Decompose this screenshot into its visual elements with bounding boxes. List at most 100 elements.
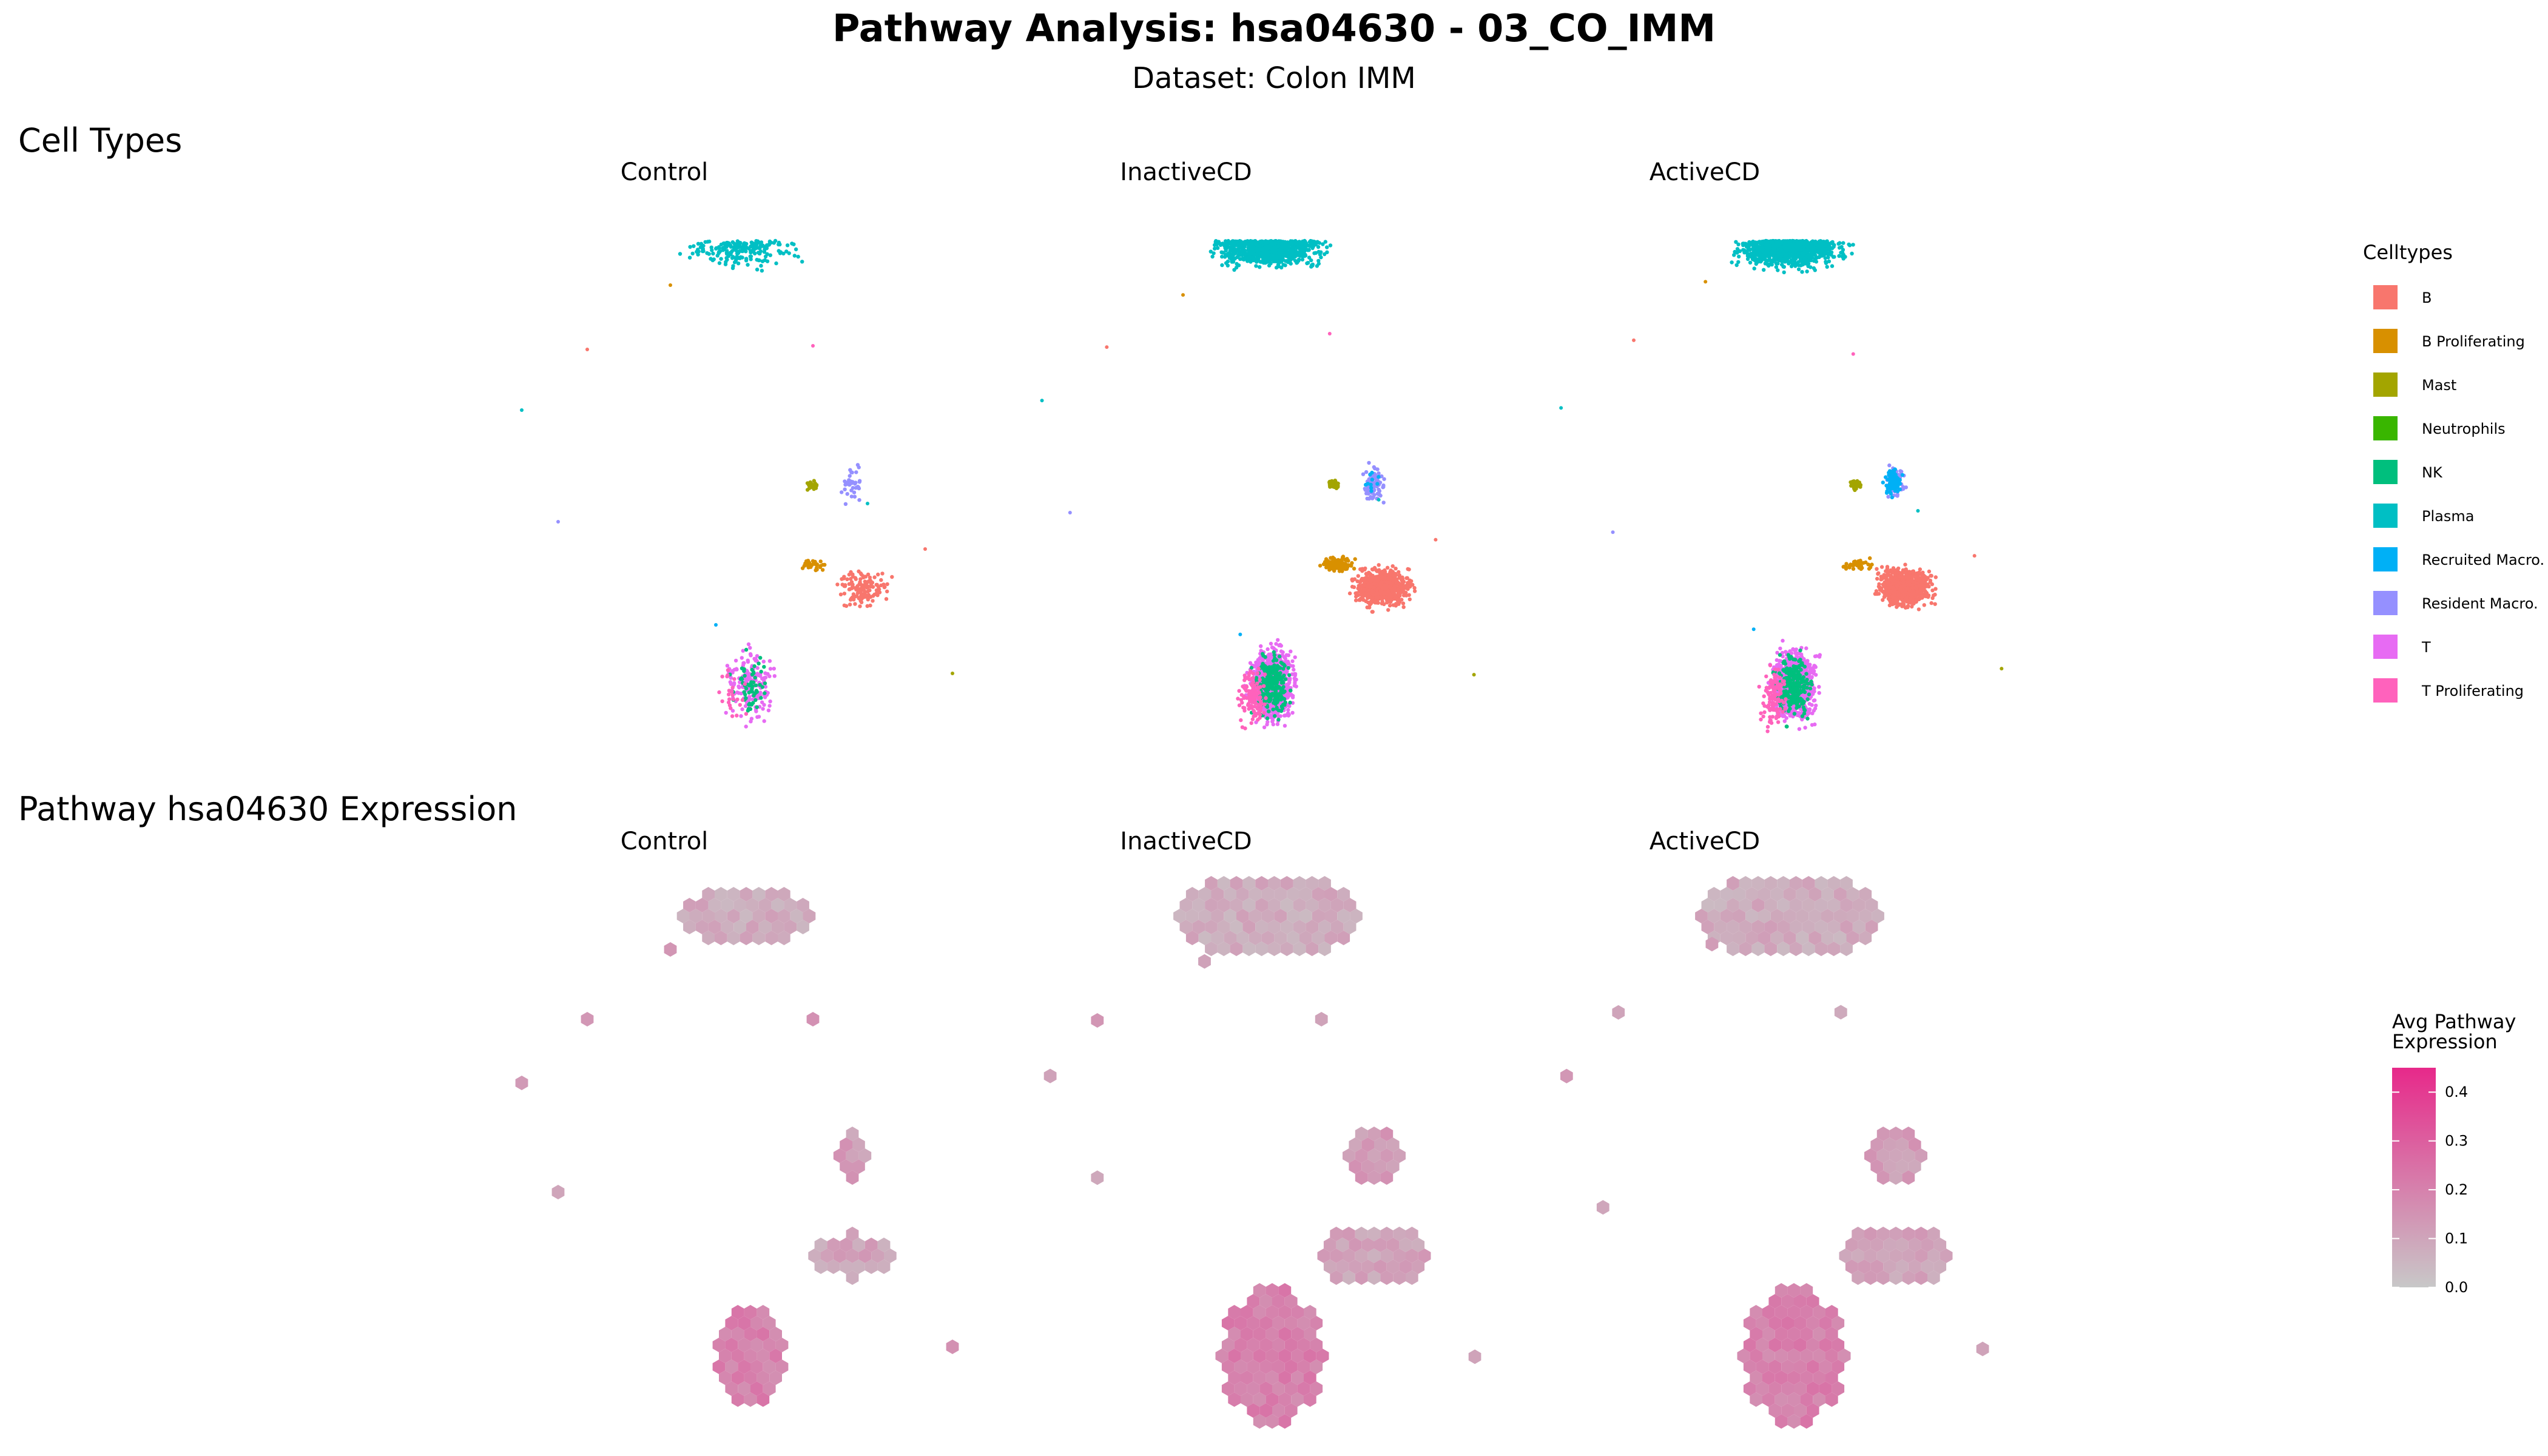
- cell-point: [1813, 268, 1817, 272]
- cell-point: [1275, 680, 1279, 685]
- cell-point: [751, 701, 755, 705]
- cell-point: [696, 241, 701, 246]
- cell-point: [1299, 251, 1303, 255]
- cell-point: [723, 244, 727, 249]
- cell-point: [763, 681, 767, 686]
- cell-point: [1901, 485, 1906, 489]
- cell-point: [1404, 593, 1409, 598]
- cell-point: [1246, 703, 1250, 707]
- cell-point: [868, 595, 873, 599]
- cell-point: [810, 483, 815, 487]
- cell-point: [1386, 590, 1390, 594]
- cell-point: [857, 569, 861, 573]
- cell-point: [844, 604, 849, 608]
- cell-point: [1307, 248, 1311, 252]
- cell-point: [1370, 610, 1374, 614]
- cell-point: [849, 494, 854, 499]
- cell-point: [1823, 256, 1827, 260]
- cell-point: [724, 256, 729, 260]
- cell-point: [1312, 240, 1317, 244]
- cell-point: [1830, 264, 1835, 268]
- cell-point: [1732, 253, 1736, 257]
- cell-point: [1224, 248, 1228, 253]
- cell-point: [727, 692, 731, 696]
- cell-point: [838, 592, 843, 596]
- cell-point: [1389, 598, 1394, 602]
- cell-point: [762, 250, 767, 254]
- cell-point: [1369, 599, 1373, 604]
- cell-point: [1330, 556, 1335, 561]
- cell-point: [1267, 263, 1272, 268]
- cell-point: [1305, 261, 1309, 266]
- cell-point: [1383, 576, 1387, 581]
- cell-point: [732, 677, 736, 681]
- cell-point: [1287, 712, 1291, 717]
- cell-point: [865, 604, 869, 608]
- cell-point: [853, 576, 858, 580]
- cell-point: [1261, 653, 1266, 658]
- cell-point: [863, 593, 868, 598]
- cell-point: [1900, 473, 1905, 477]
- cell-point: [739, 676, 744, 681]
- cell-point: [842, 592, 847, 596]
- cell-point: [1347, 591, 1352, 596]
- cell-point: [1370, 477, 1374, 482]
- cell-point: [1763, 261, 1768, 266]
- cell-point: [1890, 480, 1894, 484]
- cell-point: [1213, 243, 1217, 248]
- cell-point: [1364, 470, 1369, 474]
- cell-point: [1318, 564, 1323, 568]
- cell-point: [1281, 685, 1286, 689]
- cell-point: [1283, 656, 1287, 661]
- cell-point: [755, 258, 759, 262]
- cell-point: [849, 577, 853, 581]
- cell-point: [755, 672, 760, 676]
- cell-point: [747, 690, 751, 695]
- cell-point: [762, 665, 766, 669]
- cell-point: [857, 498, 861, 502]
- cell-point: [1286, 707, 1290, 712]
- cell-point: [1890, 474, 1895, 479]
- cell-point: [1282, 724, 1287, 728]
- cell-point: [678, 252, 682, 256]
- cell-point: [860, 596, 864, 601]
- cell-point: [735, 690, 740, 695]
- cell-point: [710, 258, 715, 263]
- cell-point: [1813, 257, 1818, 261]
- cell-point: [1225, 240, 1230, 244]
- cell-point: [1256, 666, 1261, 671]
- cell-point: [1326, 560, 1330, 565]
- cell-point: [760, 259, 765, 263]
- cell-point: [1264, 253, 1268, 258]
- cell-point: [1813, 240, 1818, 244]
- cell-point: [1319, 255, 1323, 260]
- cell-point: [1332, 485, 1336, 490]
- cell-point: [1240, 725, 1245, 729]
- cell-point: [1821, 246, 1825, 250]
- cell-point: [778, 242, 782, 247]
- cell-point: [735, 244, 740, 249]
- cell-point: [1284, 248, 1288, 252]
- cell-point: [885, 589, 889, 594]
- cell-point: [1235, 255, 1239, 260]
- cell-point: [1275, 722, 1280, 726]
- cell-point: [763, 684, 768, 689]
- cell-point: [1236, 263, 1241, 268]
- cell-point: [1249, 692, 1253, 696]
- cell-point: [1344, 558, 1349, 562]
- cell-point: [1822, 252, 1827, 257]
- cell-point: [774, 261, 778, 266]
- cell-point: [1771, 246, 1776, 251]
- cell-point: [812, 561, 816, 565]
- cell-point: [1266, 678, 1270, 683]
- cell-point: [1289, 649, 1293, 654]
- cell-point: [1273, 689, 1278, 694]
- cell-point: [747, 683, 752, 687]
- cell-point: [868, 588, 872, 593]
- cell-point: [1250, 717, 1255, 721]
- panel-title-control-top: Control: [621, 158, 709, 186]
- cell-point: [1274, 251, 1278, 255]
- cell-point: [696, 248, 700, 252]
- cell-point: [1266, 720, 1270, 724]
- cell-point: [734, 667, 739, 671]
